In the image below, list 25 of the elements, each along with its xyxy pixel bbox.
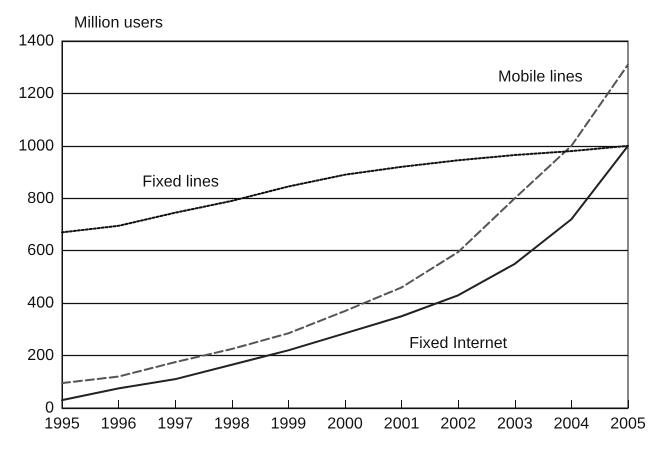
- line-series: [61, 144, 629, 402]
- x-tick-label: 1997: [157, 416, 194, 432]
- y-tick-label: 600: [27, 242, 54, 260]
- y-tick-label: 1200: [18, 84, 54, 102]
- y-tick-label: 400: [27, 294, 54, 312]
- y-axis-title: Million users: [74, 14, 163, 32]
- x-tick-label: 1996: [100, 416, 136, 432]
- x-tick-label: 2003: [497, 416, 533, 432]
- x-tick-label: 2004: [554, 416, 590, 432]
- series-label: Fixed Internet: [409, 334, 508, 352]
- x-tick-label: 2005: [610, 416, 646, 432]
- y-tick-label: 1400: [18, 32, 54, 50]
- y-tick-label: 1000: [18, 137, 54, 154]
- series-label: Fixed lines: [142, 173, 219, 190]
- x-tick-label: 2001: [384, 416, 420, 432]
- series-label: Mobile lines: [498, 68, 583, 86]
- y-tick-label: 800: [27, 190, 54, 207]
- x-tick-label: 2002: [440, 416, 476, 432]
- line-series: [61, 64, 629, 384]
- y-tick-label: 200: [27, 347, 54, 364]
- x-tick-label: 2000: [327, 416, 363, 432]
- x-tick-label: 1995: [44, 416, 80, 432]
- x-tick-label: 1999: [270, 416, 306, 432]
- x-tick-label: 1998: [214, 416, 250, 432]
- y-tick-label: 0: [45, 400, 54, 416]
